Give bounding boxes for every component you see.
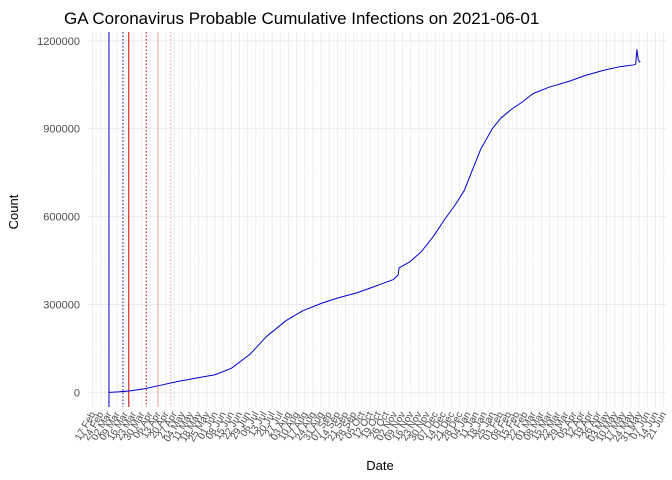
chart-title: GA Coronavirus Probable Cumulative Infec…	[64, 9, 539, 28]
x-axis-title: Date	[366, 458, 393, 473]
major-gridlines-x	[92, 32, 665, 407]
y-tick-label: 600000	[43, 212, 80, 224]
y-axis-ticks: 0 300000 600000 900000 1200000	[37, 36, 80, 400]
major-gridlines-y	[88, 40, 666, 393]
series-group	[108, 49, 641, 393]
y-tick-label: 300000	[43, 299, 80, 311]
y-tick-label: 1200000	[37, 36, 80, 48]
reference-lines	[108, 32, 172, 407]
y-tick-label: 900000	[43, 124, 80, 136]
minor-gridlines-x	[96, 32, 660, 407]
y-tick-label: 0	[74, 387, 80, 399]
series-line	[108, 49, 641, 393]
y-axis-title: Count	[6, 194, 21, 229]
